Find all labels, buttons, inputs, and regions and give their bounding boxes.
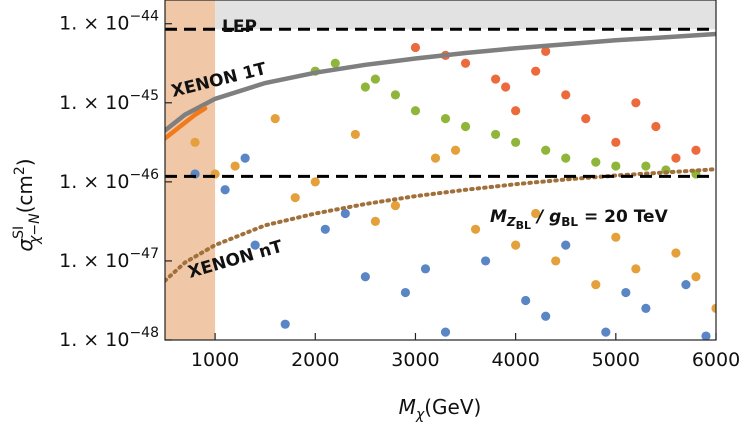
data-point-red bbox=[410, 42, 421, 53]
data-point-blue bbox=[320, 224, 330, 234]
data-point-blue bbox=[621, 287, 631, 298]
data-point-green bbox=[511, 137, 521, 147]
data-point-yellow bbox=[711, 303, 716, 313]
data-point-blue bbox=[521, 295, 531, 306]
data-point-blue bbox=[641, 303, 651, 313]
limit-curve-2 bbox=[165, 167, 716, 283]
y-tick-label: 1. × 10−44 bbox=[59, 9, 159, 35]
data-point-yellow bbox=[671, 248, 681, 258]
x-axis-label: Mχ(GeV) bbox=[399, 395, 482, 423]
ratio-label: MZBL / gBL = 20 TeV bbox=[490, 207, 669, 232]
data-point-blue bbox=[340, 208, 350, 219]
data-point-green bbox=[330, 58, 340, 68]
data-point-yellow bbox=[290, 193, 300, 203]
data-point-yellow bbox=[350, 129, 360, 140]
data-point-red bbox=[501, 82, 511, 92]
data-point-green bbox=[460, 121, 471, 132]
data-point-yellow bbox=[370, 216, 380, 226]
data-point-red bbox=[531, 66, 541, 76]
x-tick-label: 5000 bbox=[592, 349, 640, 371]
plot-frame bbox=[164, 0, 717, 341]
y-axis: 1. × 10−44 1. × 10−45 1. × 10−46 1. × 10−47… bbox=[59, 9, 172, 351]
data-point-yellow bbox=[591, 280, 601, 290]
data-point-yellow bbox=[270, 114, 280, 124]
data-point-yellow bbox=[691, 272, 701, 282]
data-point-green bbox=[561, 153, 571, 163]
data-point-yellow bbox=[551, 256, 561, 266]
x-tick-label: 2000 bbox=[291, 349, 339, 371]
x-tick-label: 6000 bbox=[692, 349, 740, 371]
data-point-blue bbox=[400, 287, 411, 298]
data-point-green bbox=[440, 114, 451, 124]
data-point-green bbox=[611, 161, 621, 171]
data-point-blue bbox=[250, 240, 260, 250]
x-axis: 1000 2000 3000 4000 5000 6000 bbox=[191, 333, 740, 371]
data-point-yellow bbox=[310, 177, 320, 187]
data-point-yellow bbox=[190, 137, 200, 147]
y-tick-label: 1. × 10−48 bbox=[59, 325, 159, 351]
data-point-yellow bbox=[430, 153, 441, 163]
data-point-yellow bbox=[230, 161, 240, 171]
data-point-red bbox=[541, 46, 551, 56]
data-point-green bbox=[360, 82, 370, 92]
y-axis-label: σSIχ−N(cm2) bbox=[11, 158, 43, 251]
data-point-green bbox=[370, 74, 380, 84]
data-point-blue bbox=[440, 327, 451, 337]
plot-area bbox=[165, 0, 716, 340]
data-point-yellow bbox=[531, 208, 541, 219]
data-point-yellow bbox=[631, 264, 641, 274]
data-point-yellow bbox=[450, 145, 461, 155]
data-point-red bbox=[511, 106, 521, 116]
data-point-blue bbox=[480, 256, 491, 266]
x-tick-label: 1000 bbox=[191, 349, 239, 371]
data-point-red bbox=[460, 58, 471, 68]
excluded-top-region bbox=[215, 0, 716, 30]
data-point-green bbox=[591, 157, 601, 167]
data-point-blue bbox=[681, 280, 691, 290]
data-point-red bbox=[491, 74, 501, 84]
y-tick-label: 1. × 10−47 bbox=[59, 246, 159, 272]
y-tick-label: 1. × 10−46 bbox=[59, 167, 159, 193]
svg-text:σSIχ−N(cm2): σSIχ−N(cm2) bbox=[11, 158, 43, 251]
data-point-yellow bbox=[390, 200, 401, 211]
data-point-blue bbox=[240, 153, 250, 163]
data-point-green bbox=[641, 161, 651, 171]
data-point-red bbox=[651, 121, 661, 132]
limit-curve-1 bbox=[165, 106, 208, 141]
data-point-blue bbox=[220, 185, 230, 195]
limit-curve-0 bbox=[165, 31, 716, 133]
data-point-blue bbox=[280, 319, 290, 329]
data-point-red bbox=[671, 153, 681, 163]
data-point-blue bbox=[360, 272, 370, 282]
reference-lines bbox=[165, 27, 716, 178]
data-point-blue bbox=[701, 331, 711, 340]
data-point-yellow bbox=[611, 232, 621, 242]
data-point-green bbox=[410, 106, 421, 116]
data-point-blue bbox=[420, 264, 431, 274]
scatter-points bbox=[190, 42, 716, 340]
data-point-yellow bbox=[470, 224, 481, 234]
lep-shaded-region bbox=[165, 0, 216, 340]
data-point-red bbox=[611, 137, 621, 147]
x-tick-label: 3000 bbox=[391, 349, 439, 371]
lep-label: LEP bbox=[222, 17, 257, 37]
y-tick-label: 1. × 10−45 bbox=[59, 88, 159, 114]
data-point-green bbox=[491, 129, 501, 140]
data-point-blue bbox=[561, 240, 571, 250]
data-point-red bbox=[581, 114, 591, 124]
data-point-red bbox=[691, 145, 701, 155]
data-point-yellow bbox=[511, 240, 521, 250]
data-point-blue bbox=[601, 327, 611, 337]
limit-curves bbox=[165, 31, 716, 283]
data-point-red bbox=[561, 90, 571, 100]
data-point-blue bbox=[541, 311, 551, 321]
data-point-green bbox=[390, 90, 401, 100]
data-point-green bbox=[541, 145, 551, 155]
x-tick-label: 4000 bbox=[491, 349, 539, 371]
data-point-red bbox=[631, 98, 641, 108]
